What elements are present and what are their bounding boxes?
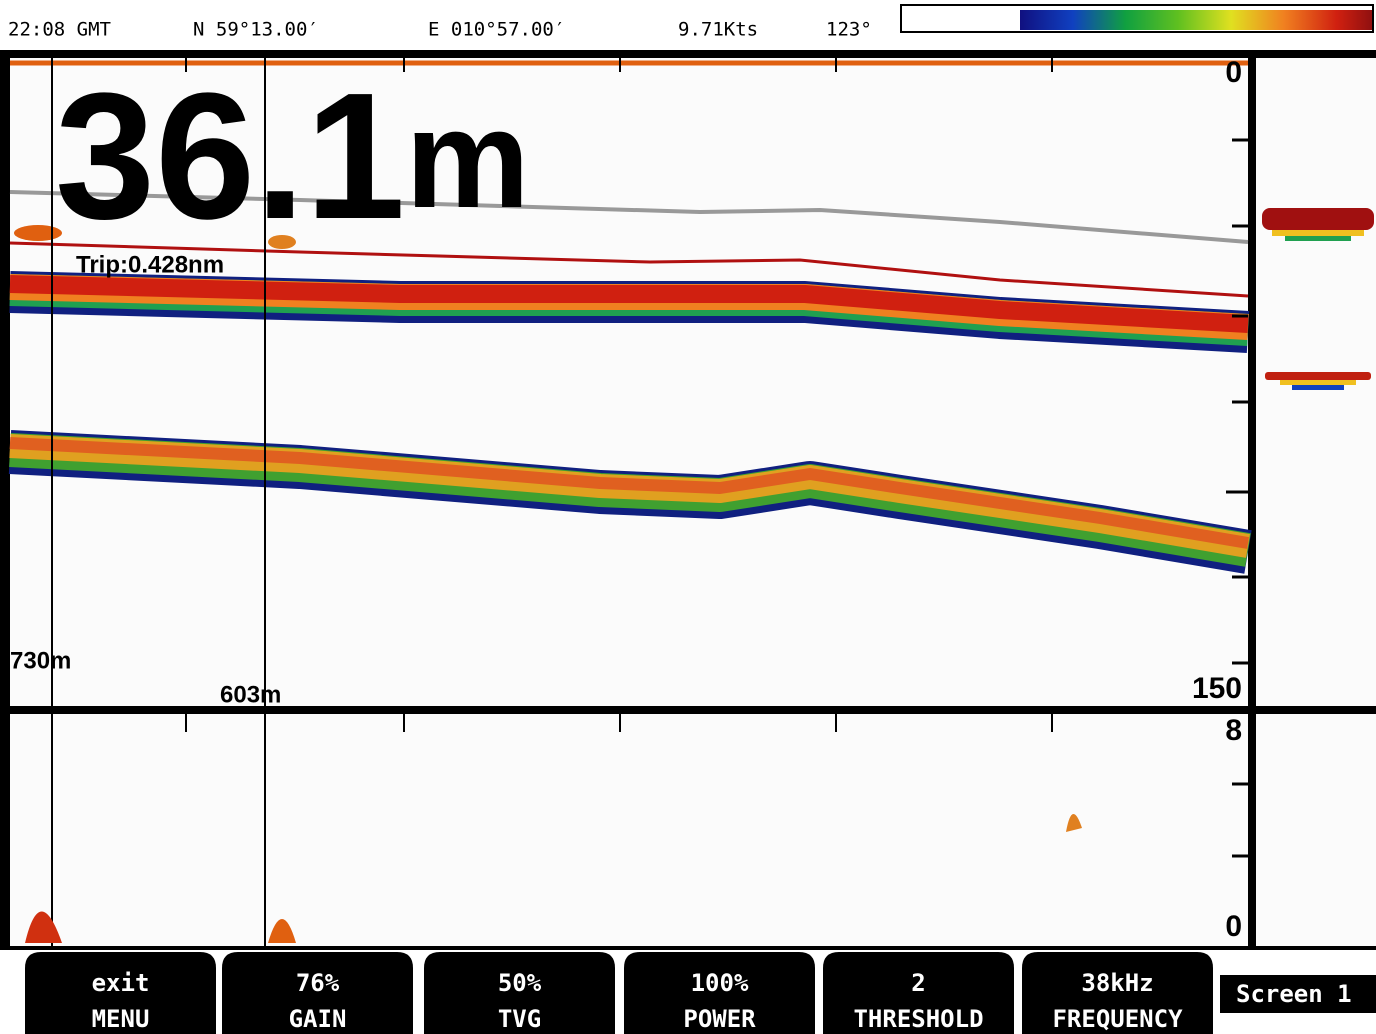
soft-key-label[interactable]: TVG	[498, 1005, 541, 1033]
lower-scale-bottom: 0	[1225, 910, 1242, 943]
soft-key-value[interactable]: 50%	[498, 969, 542, 997]
soft-keys: exit MENU 76% GAIN 50% TVG 100% POWER 2 THRESHOLD…	[25, 952, 1213, 1034]
side-echo	[1292, 385, 1344, 390]
depth-scale-top: 0	[1225, 56, 1242, 89]
soft-key[interactable]: 50% TVG	[424, 952, 615, 1034]
soft-key-value[interactable]: exit	[92, 969, 150, 997]
depth-value: 36.1m	[55, 56, 530, 257]
soft-key-value[interactable]: 38kHz	[1081, 969, 1153, 997]
lower-panel	[10, 714, 1248, 946]
soft-key-label[interactable]: GAIN	[289, 1005, 347, 1033]
marker-distance: 730m	[10, 647, 71, 674]
soft-key-value[interactable]: 76%	[296, 969, 340, 997]
soft-key-value[interactable]: 100%	[691, 969, 749, 997]
lower-scale-top: 8	[1225, 714, 1242, 747]
soft-key-label[interactable]: THRESHOLD	[853, 1005, 983, 1033]
soft-key[interactable]: 38kHz FREQUENCY	[1022, 952, 1213, 1034]
screen-label: Screen 1	[1236, 980, 1352, 1008]
soft-key[interactable]: 100% POWER	[624, 952, 815, 1034]
soft-key-label[interactable]: POWER	[683, 1005, 756, 1033]
soft-key-label[interactable]: FREQUENCY	[1052, 1005, 1183, 1033]
side-echo	[1262, 208, 1374, 230]
soft-key[interactable]: 2 THRESHOLD	[823, 952, 1014, 1034]
side-echo	[1285, 236, 1351, 241]
soft-key-value[interactable]: 2	[911, 969, 925, 997]
marker-distance: 603m	[220, 681, 281, 708]
side-echo	[1272, 230, 1364, 236]
speed: 9.71Kts	[678, 19, 758, 41]
soft-key[interactable]: 76% GAIN	[222, 952, 413, 1034]
depth-scale-bottom: 150	[1192, 672, 1242, 705]
side-echo	[1280, 380, 1356, 385]
color-scale-fill	[1020, 10, 1372, 30]
soft-key[interactable]: exit MENU	[25, 952, 216, 1034]
longitude: E 010°57.00′	[428, 19, 565, 41]
soft-key-label[interactable]: MENU	[92, 1005, 150, 1033]
trip: Trip:0.428nm	[76, 251, 224, 278]
echosounder-screen: 22:08 GMT N 59°13.00′ E 010°57.00′ 9.71K…	[0, 0, 1376, 1034]
latitude: N 59°13.00′	[193, 19, 319, 41]
lower-side-panel	[1256, 714, 1376, 946]
heading: 123°	[826, 19, 872, 41]
time: 22:08 GMT	[8, 19, 111, 41]
side-echo	[1265, 372, 1371, 380]
